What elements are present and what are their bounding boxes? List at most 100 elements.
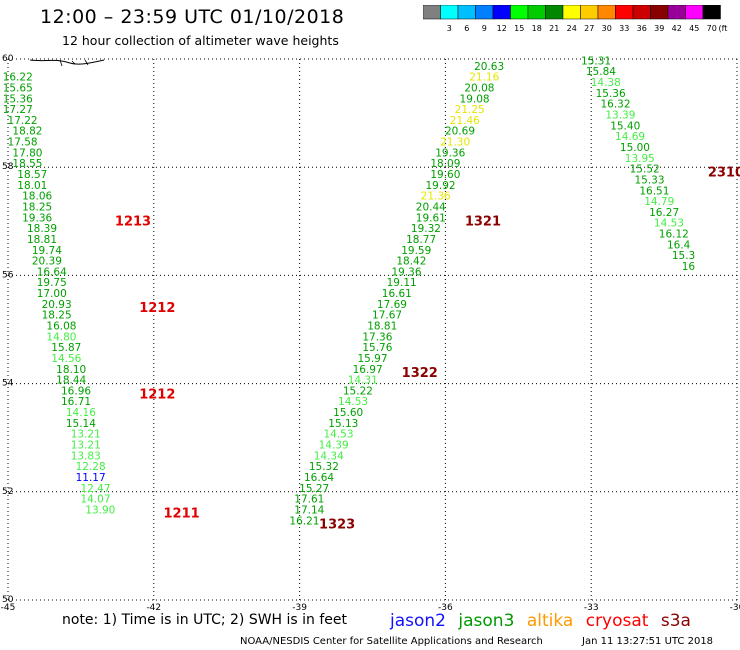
- wave-height-value: 15.65: [3, 82, 33, 94]
- scale-label: 27: [584, 24, 594, 33]
- wave-height-value: 12.47: [80, 483, 110, 495]
- scale-label: 15: [514, 24, 524, 33]
- scale-label: 33: [619, 24, 629, 33]
- legend-jason3: jason3: [458, 611, 515, 631]
- scale-swatch: [527, 5, 546, 20]
- wave-height-value: 18.39: [27, 223, 57, 235]
- wave-height-value: 13.83: [71, 450, 101, 462]
- scale-swatch: [667, 5, 686, 20]
- wave-height-value: 15.36: [3, 93, 33, 105]
- lon-tick-label: -30: [730, 603, 740, 613]
- legend-s3a: s3a: [660, 611, 691, 631]
- pass-number-label: 1212: [139, 387, 175, 402]
- coastline: [29, 59, 105, 67]
- wave-height-value: 17.36: [362, 331, 392, 343]
- scale-swatch: [457, 5, 476, 20]
- scale-swatch: [615, 5, 634, 20]
- page-title: 12:00 – 23:59 UTC 01/10/2018: [40, 6, 345, 28]
- wave-height-value: 21.46: [450, 115, 480, 127]
- wave-height-value: 16.32: [600, 99, 630, 111]
- scale-label: 30: [602, 24, 612, 33]
- lat-tick-label: 60: [2, 54, 14, 64]
- wave-height-value: 15.40: [610, 120, 640, 132]
- wave-height-value: 17.22: [8, 115, 38, 127]
- wave-height-value: 15.32: [309, 461, 339, 473]
- wave-height-value: 16.27: [649, 207, 679, 219]
- wave-height-tracks: 16.2215.6515.3617.2717.2218.8217.5817.80…: [3, 55, 696, 527]
- wave-height-value: 18.06: [22, 191, 52, 203]
- wave-height-value: 16.96: [61, 385, 91, 397]
- wave-height-value: 16.64: [304, 472, 334, 484]
- wave-height-value: 14.79: [644, 196, 674, 208]
- wave-height-value: 19.59: [401, 245, 431, 257]
- wave-height-value: 20.93: [42, 299, 72, 311]
- wave-height-value: 17.61: [294, 494, 324, 506]
- wave-height-value: 14.07: [80, 494, 110, 506]
- wave-height-value: 21.30: [440, 137, 470, 149]
- wave-height-value: 15.3: [672, 250, 695, 262]
- wave-height-value: 17.67: [372, 310, 402, 322]
- wave-height-value: 15.33: [634, 174, 664, 186]
- wave-height-value: 16: [682, 261, 696, 273]
- scale-swatch: [475, 5, 494, 20]
- wave-height-value: 16.22: [3, 72, 33, 84]
- wave-height-value: 15.00: [620, 142, 650, 154]
- wave-height-value: 14.53: [338, 396, 368, 408]
- scale-swatch: [492, 5, 511, 20]
- wave-height-value: 19.36: [391, 266, 421, 278]
- wave-height-value: 13.21: [71, 429, 101, 441]
- wave-height-value: 18.81: [27, 234, 57, 246]
- scale-label: 18: [532, 24, 542, 33]
- wave-height-value: 15.52: [630, 164, 660, 176]
- wave-height-value: 15.31: [581, 55, 611, 67]
- scale-swatch: [440, 5, 459, 20]
- pass-number-label: 1213: [115, 214, 151, 229]
- scale-swatch: [562, 5, 581, 20]
- wave-height-value: 17.00: [37, 288, 67, 300]
- scale-swatch: [685, 5, 704, 20]
- wave-height-value: 18.44: [56, 375, 86, 387]
- scale-swatch: [597, 5, 616, 20]
- wave-height-value: 15.84: [586, 66, 616, 78]
- wave-height-value: 13.95: [625, 153, 655, 165]
- lat-tick-label: 58: [2, 162, 14, 172]
- wave-height-value: 18.55: [12, 158, 42, 170]
- wave-height-value: 16.97: [353, 364, 383, 376]
- lat-tick-label: 56: [2, 270, 14, 280]
- wave-height-value: 16.12: [659, 229, 689, 241]
- generated-timestamp: Jan 11 13:27:51 UTC 2018: [582, 636, 714, 647]
- wave-height-value: 17.58: [8, 137, 38, 149]
- lon-tick-label: -45: [1, 603, 16, 613]
- scale-label: 24: [567, 24, 577, 33]
- pass-number-label: 1211: [164, 506, 200, 521]
- scale-swatch: [545, 5, 564, 20]
- wave-height-value: 19.36: [435, 147, 465, 159]
- wave-height-value: 19.92: [426, 180, 456, 192]
- wave-height-value: 19.60: [430, 169, 460, 181]
- wave-height-value: 18.42: [396, 256, 426, 268]
- wave-height-value: 15.22: [343, 385, 373, 397]
- wave-height-value: 15.36: [596, 88, 626, 100]
- wave-height-value: 20.08: [464, 82, 494, 94]
- legend-cryosat: cryosat: [585, 611, 649, 631]
- wave-height-value: 13.90: [85, 504, 115, 516]
- wave-height-value: 16.4: [667, 239, 691, 251]
- wave-height-value: 19.32: [411, 223, 441, 235]
- scale-swatch: [423, 5, 441, 20]
- map-grid: [7, 58, 738, 601]
- wave-height-value: 15.27: [299, 483, 329, 495]
- wave-height-value: 16.21: [289, 515, 319, 527]
- wave-height-value: 13.39: [605, 110, 635, 122]
- wave-height-value: 20.69: [445, 126, 475, 138]
- wave-height-value: 16.61: [382, 288, 412, 300]
- scale-swatch: [702, 5, 721, 20]
- pass-labels: 1213 1212 1212 1211 1321 1322 1323 2310: [115, 166, 740, 533]
- wave-height-value: 20.39: [32, 256, 62, 268]
- satellite-legend: jason2 jason3 altika cryosat s3a: [390, 611, 698, 631]
- wave-height-value: 17.14: [294, 504, 324, 516]
- scale-label: 6: [464, 24, 469, 33]
- wave-height-value: 14.69: [615, 131, 645, 143]
- wave-height-value: 21.16: [469, 72, 499, 84]
- wave-height-value: 14.53: [654, 218, 684, 230]
